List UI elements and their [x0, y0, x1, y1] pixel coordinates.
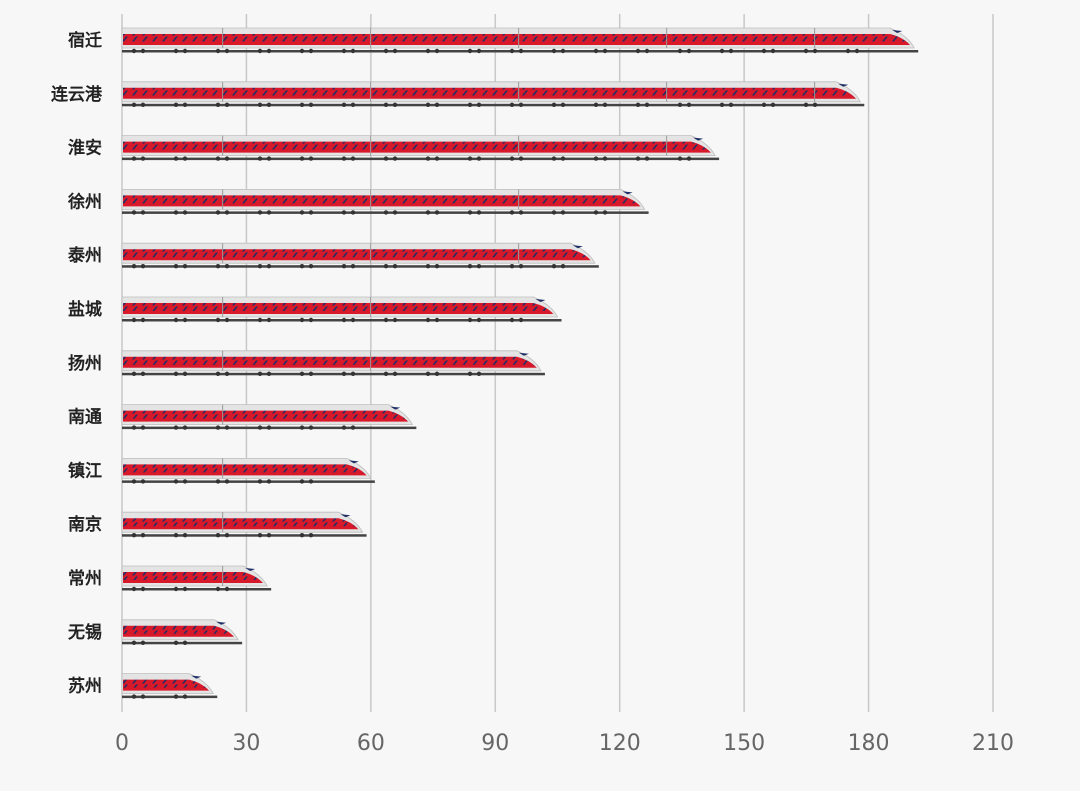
tick-label-60: 60 [357, 731, 385, 756]
category-label: 南通 [68, 407, 102, 428]
bar-train [121, 619, 243, 645]
bar-train [121, 404, 417, 430]
category-label: 扬州 [68, 353, 102, 374]
category-label: 无锡 [67, 622, 102, 643]
bar-train [121, 565, 272, 592]
tick-label-0: 0 [115, 731, 129, 756]
bar-train [121, 189, 649, 215]
bar-train [121, 242, 599, 269]
bar-train [121, 673, 218, 699]
bar-series [121, 27, 919, 699]
tick-label-210: 210 [972, 731, 1014, 756]
category-label: 淮安 [68, 138, 102, 159]
category-label: 常州 [68, 568, 102, 589]
bar-train [121, 135, 720, 161]
category-label: 连云港 [51, 84, 103, 105]
x-axis-tick-labels: 0 30 60 90 120 150 180 210 [115, 731, 1014, 756]
bar-train [121, 458, 375, 484]
category-label: 镇江 [68, 460, 102, 481]
category-label: 宿迁 [68, 30, 102, 51]
category-label: 苏州 [68, 676, 102, 697]
tick-label-30: 30 [232, 731, 260, 756]
bar-train [121, 27, 919, 54]
tick-label-180: 180 [848, 731, 890, 756]
bar-train [121, 511, 367, 538]
bar-train [121, 81, 865, 108]
tick-label-120: 120 [599, 731, 641, 756]
category-label: 泰州 [68, 245, 102, 266]
tick-label-90: 90 [481, 731, 509, 756]
tick-label-150: 150 [723, 731, 765, 756]
category-label: 徐州 [67, 191, 102, 212]
bar-train [121, 296, 562, 323]
category-label: 盐城 [68, 299, 102, 320]
category-label: 南京 [68, 514, 102, 535]
bar-train [121, 350, 545, 376]
